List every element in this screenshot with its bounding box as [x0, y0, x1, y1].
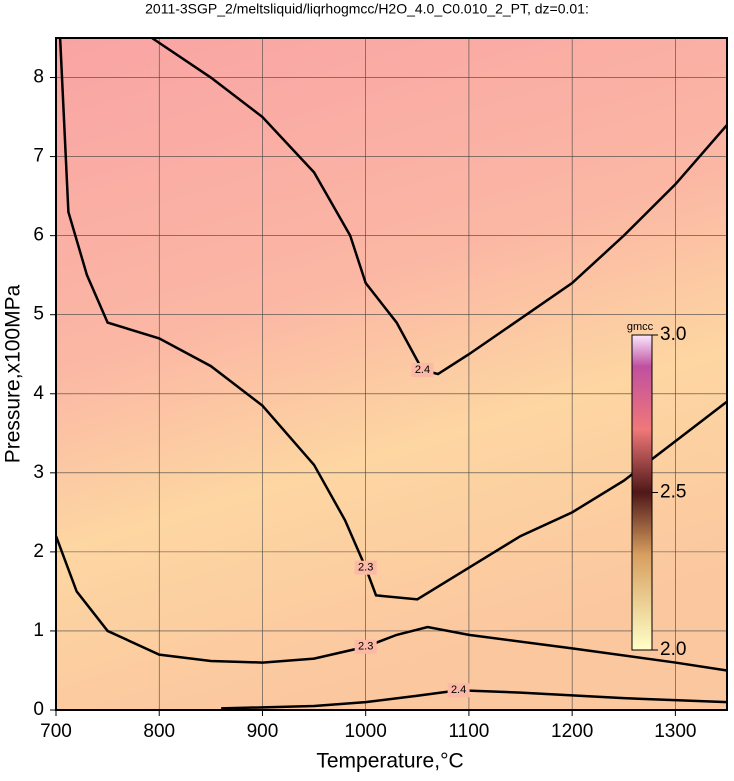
contour-label: 2.3 — [358, 641, 373, 653]
x-tick-label: 1100 — [448, 721, 489, 742]
y-tick-label: 5 — [33, 304, 44, 325]
y-tick-label: 0 — [33, 699, 44, 720]
y-tick-label: 4 — [33, 383, 44, 404]
x-tick-label: 900 — [247, 721, 279, 742]
x-tick-label: 800 — [143, 721, 175, 742]
contour-line — [221, 688, 728, 710]
colorbar-tick-label: 2.0 — [660, 639, 686, 660]
colorbar-label: gmcc — [627, 321, 654, 333]
chart-title: 2011-3SGP_2/meltsliquid/liqrhogmcc/H2O_4… — [145, 1, 589, 17]
contour-line — [58, 37, 728, 601]
y-tick-label: 1 — [33, 620, 44, 641]
x-axis-label: Temperature,°C — [316, 750, 463, 773]
y-tick-label: 7 — [33, 146, 44, 167]
contour-label-bg — [447, 683, 470, 698]
x-tick-label: 700 — [40, 721, 72, 742]
x-tick-label: 1300 — [654, 721, 696, 742]
contour-label: 2.4 — [415, 364, 430, 376]
x-tick-label: 1000 — [345, 721, 387, 742]
plot-frame — [55, 37, 728, 711]
y-tick-label: 8 — [33, 67, 44, 88]
contour-label-bg — [354, 560, 377, 575]
colorbar-tick-label: 2.5 — [660, 482, 686, 503]
y-tick-label: 6 — [33, 225, 44, 246]
colorbar-tick-label: 3.0 — [660, 324, 686, 345]
contour-label: 2.4 — [451, 684, 466, 696]
x-tick-label: 1200 — [551, 721, 593, 742]
plot-background — [56, 38, 727, 710]
contour-line — [54, 535, 728, 672]
contour-label: 2.3 — [358, 562, 373, 574]
y-tick-label: 3 — [33, 462, 44, 483]
y-axis-label: Pressure,x100MPa — [2, 284, 25, 463]
contour-label-bg — [354, 639, 377, 654]
y-tick-label: 2 — [33, 541, 44, 562]
contour-label-bg — [411, 363, 434, 378]
colorbar — [631, 334, 653, 651]
